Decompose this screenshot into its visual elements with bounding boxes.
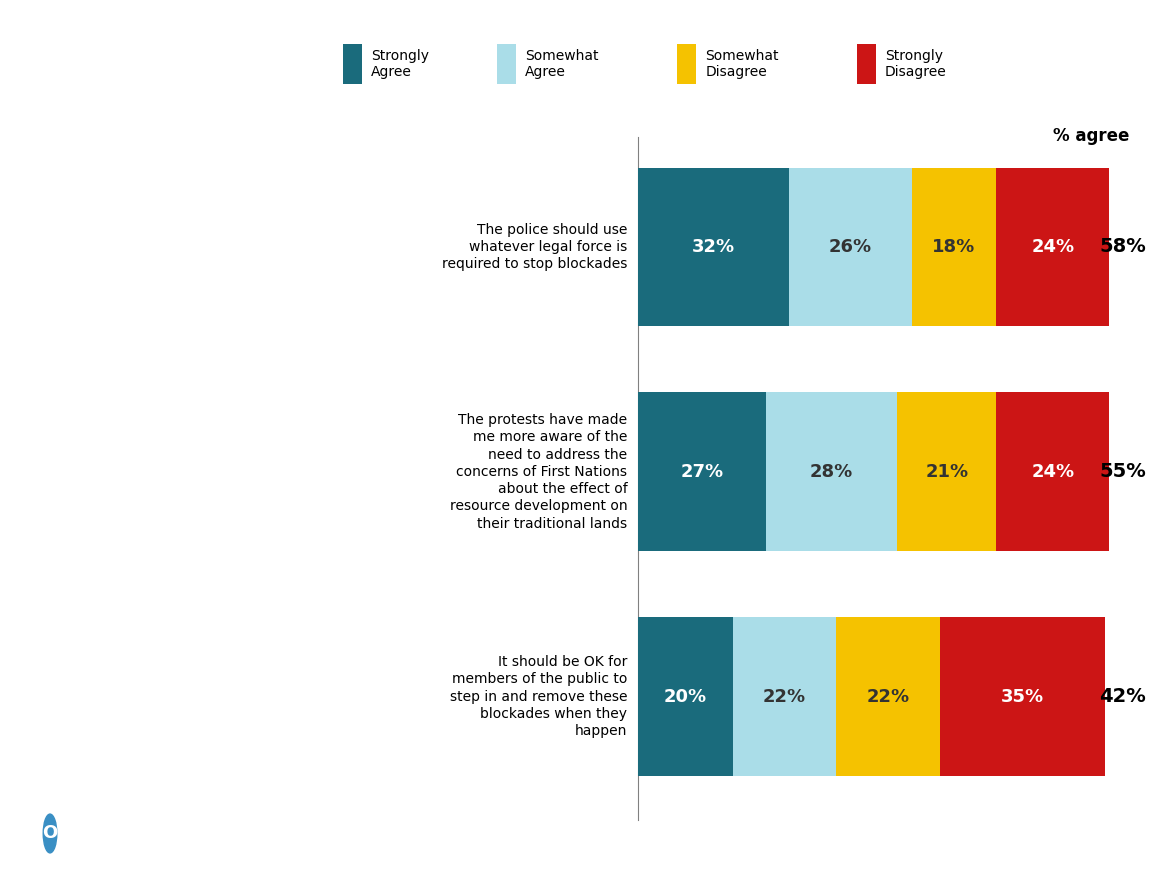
- Text: 32%: 32%: [692, 238, 735, 256]
- Bar: [733, 617, 836, 776]
- Text: 20%: 20%: [664, 688, 707, 706]
- Text: Somewhat
Agree: Somewhat Agree: [525, 49, 599, 78]
- Text: The protests have made
me more aware of the
need to address the
concerns of Firs: The protests have made me more aware of …: [450, 413, 627, 531]
- Text: 42%: 42%: [1100, 687, 1146, 706]
- Circle shape: [43, 814, 57, 853]
- Bar: [765, 392, 897, 551]
- Text: % agree: % agree: [1053, 127, 1129, 145]
- Text: FOUR-IN-TEN SAY
IT IS
ACCEPTABLE
FOR CITIZENS TO
REMOVE
BLOCKADES: FOUR-IN-TEN SAY IT IS ACCEPTABLE FOR CIT…: [22, 62, 276, 233]
- Text: Strongly
Disagree: Strongly Disagree: [885, 49, 947, 78]
- Text: 28%: 28%: [810, 463, 853, 481]
- Text: 58%: 58%: [1100, 237, 1146, 257]
- Text: Base: All respondents (N=1,000): Base: All respondents (N=1,000): [22, 781, 227, 794]
- Bar: [638, 617, 733, 776]
- Text: The police should use
whatever legal force is
required to stop blockades: The police should use whatever legal for…: [442, 222, 627, 272]
- Text: 27%: 27%: [680, 463, 723, 481]
- Text: 22%: 22%: [763, 688, 806, 706]
- Bar: [497, 44, 516, 84]
- Bar: [638, 168, 789, 326]
- Text: WFP2. “Recently, there have been
protests throughout Canada -
including blockade: WFP2. “Recently, there have been protest…: [22, 384, 219, 654]
- Bar: [836, 617, 940, 776]
- Bar: [638, 392, 765, 551]
- Bar: [856, 44, 876, 84]
- Bar: [940, 617, 1104, 776]
- Bar: [996, 392, 1109, 551]
- Bar: [677, 44, 696, 84]
- Text: 18%: 18%: [932, 238, 975, 256]
- Bar: [996, 168, 1109, 326]
- Text: 21%: 21%: [925, 463, 968, 481]
- Text: 24%: 24%: [1031, 238, 1074, 256]
- Text: 35%: 35%: [1001, 688, 1044, 706]
- Text: It should be OK for
members of the public to
step in and remove these
blockades : It should be OK for members of the publi…: [450, 655, 627, 738]
- Text: O: O: [42, 825, 57, 842]
- Bar: [897, 392, 996, 551]
- Bar: [911, 168, 996, 326]
- Text: 55%: 55%: [1100, 462, 1146, 482]
- Text: BE  RESEARCH INC.: BE RESEARCH INC.: [63, 822, 256, 840]
- Text: 22%: 22%: [867, 688, 910, 706]
- Text: Somewhat
Disagree: Somewhat Disagree: [705, 49, 778, 78]
- Text: PR: PR: [22, 822, 49, 840]
- Bar: [343, 44, 362, 84]
- Text: 26%: 26%: [828, 238, 871, 256]
- Text: 24%: 24%: [1031, 463, 1074, 481]
- Bar: [789, 168, 911, 326]
- Text: Strongly
Agree: Strongly Agree: [372, 49, 429, 78]
